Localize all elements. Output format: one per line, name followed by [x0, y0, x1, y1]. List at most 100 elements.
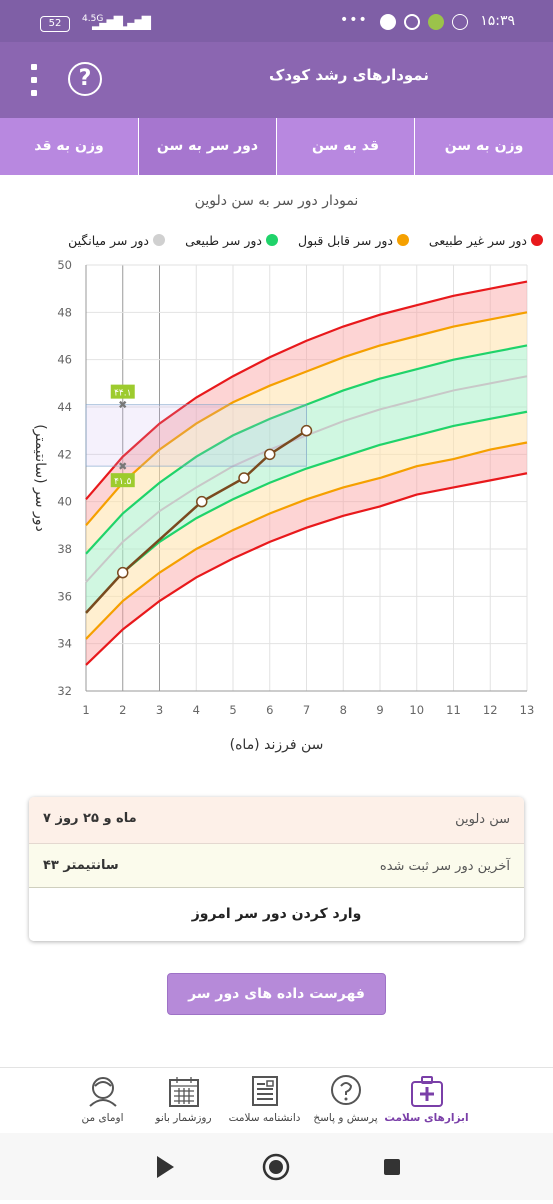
y-tick-label: 36 [57, 589, 72, 603]
app-bar: ? نمودارهای رشد کودک [0, 42, 553, 118]
home-icon[interactable] [262, 1153, 290, 1181]
legend-dot-icon [531, 234, 543, 246]
marker-high-badge [110, 384, 135, 399]
signal-icon-2: ▂▄▆█ [120, 16, 151, 30]
nav-calendar[interactable]: روزشمار بانو [141, 1074, 226, 1134]
x-tick-label: 6 [266, 703, 273, 717]
child-data-point[interactable] [196, 495, 208, 508]
nav-questions[interactable]: پرسش و پاسخ [303, 1074, 388, 1134]
legend-label: دور سر قابل قبول [298, 233, 393, 248]
age-row: سن دلوین ۷ ماه و ۲۵ روز [29, 797, 524, 844]
series-line-orange-upper [85, 311, 528, 527]
recents-icon[interactable] [384, 1159, 400, 1175]
x-tick-label: 5 [229, 703, 236, 717]
info-card: سن دلوین ۷ ماه و ۲۵ روز آخرین دور سر ثبت… [29, 797, 524, 941]
y-tick-label: 38 [57, 542, 72, 556]
question-bubble-icon [330, 1075, 361, 1105]
nav-profile[interactable]: اومای من [60, 1074, 145, 1134]
y-tick-label: 34 [57, 637, 72, 651]
network-type: 4.5G [82, 14, 104, 24]
x-tick-label: 12 [483, 703, 498, 717]
child-data-point[interactable] [300, 424, 313, 437]
tab-weight-for-age[interactable]: وزن به سن [414, 118, 553, 175]
y-tick-label: 44 [57, 400, 72, 414]
x-tick-label: 4 [193, 703, 200, 717]
nav-label: روزشمار بانو [155, 1112, 212, 1124]
health-kit-icon [410, 1076, 443, 1107]
legend-label: دور سر غیر طبیعی [428, 233, 527, 248]
x-axis-label: سن فرزند (ماه) [230, 737, 324, 753]
enter-today-button[interactable]: وارد کردن دور سر امروز [29, 888, 524, 941]
y-tick-label: 48 [57, 305, 72, 319]
series-line-child [85, 429, 308, 614]
calendar-icon [168, 1077, 199, 1107]
nav-label: ابزارهای سلامت [384, 1112, 469, 1124]
legend-item-acceptable[interactable]: دور سر قابل قبول [298, 233, 409, 248]
last-measurement-label: آخرین دور سر ثبت شده [379, 859, 510, 874]
x-tick-label: 2 [119, 703, 126, 717]
x-tick-label: 7 [303, 703, 310, 717]
x-tick-label: 9 [376, 703, 383, 717]
marker-low-x: ✖ [118, 460, 127, 473]
x-tick-label: 11 [446, 703, 461, 717]
age-value: ۷ ماه و ۲۵ روز [43, 811, 137, 826]
back-icon[interactable] [157, 1156, 174, 1178]
legend-item-mean[interactable]: دور سر میانگین [68, 233, 165, 248]
chart-title: نمودار دور سر به سن دلوین [194, 193, 359, 209]
signal-icon: ▂▄▆█ [92, 16, 123, 30]
x-tick-label: 13 [520, 703, 535, 717]
legend-item-normal[interactable]: دور سر طبیعی [185, 233, 278, 248]
app-notification-icon [404, 14, 420, 30]
marker-low-label: ۴۱.۵ [114, 477, 132, 487]
home-icon-center [269, 1160, 283, 1174]
nav-label: اومای من [81, 1112, 124, 1124]
tab-weight-for-height[interactable]: وزن به قد [34, 138, 104, 154]
nav-health-tools[interactable]: ابزارهای سلامت [384, 1074, 469, 1134]
help-icon[interactable]: ? [68, 62, 102, 96]
series-line-green-lower [85, 410, 528, 614]
child-data-point[interactable] [117, 566, 129, 579]
x-tick-label: 10 [409, 703, 424, 717]
series-line-red-upper [85, 280, 528, 501]
page-title: نمودارهای رشد کودک [268, 66, 429, 84]
bottom-nav: ابزارهای سلامت پرسش و پاسخ دانشنامه سلام… [0, 1067, 553, 1133]
mute-icon [452, 14, 468, 30]
leaf-app-icon [428, 14, 444, 30]
legend-dot-icon [153, 234, 165, 246]
marker-low-badge [110, 473, 135, 488]
y-tick-label: 42 [57, 447, 72, 461]
last-measurement-row: آخرین دور سر ثبت شده ۴۳ سانتیمتر [29, 844, 524, 888]
legend-label: دور سر میانگین [68, 233, 149, 248]
status-bar: 52 4.5G ▂▄▆█ ▂▄▆█ ••• ۱۵:۳۹ [0, 0, 553, 42]
head-circumference-chart[interactable]: ✖۴۴.۱✖۴۱.۵1 2 3 4 5 6 7 8 9 10 11 12 133234363840424… [0, 250, 553, 770]
y-tick-label: 40 [57, 495, 72, 509]
band-acceptable-lower [86, 411, 527, 639]
snapchat-icon [380, 14, 396, 30]
chart-tabs: وزن به سن قد به سن دور سر به سن وزن به ق… [0, 118, 553, 175]
child-data-point[interactable] [264, 448, 276, 461]
nav-label: پرسش و پاسخ [313, 1112, 378, 1124]
y-tick-label: 46 [57, 353, 72, 367]
legend-item-abnormal[interactable]: دور سر غیر طبیعی [429, 233, 543, 248]
y-tick-label: 50 [57, 258, 72, 272]
nav-label: دانشنامه سلامت [228, 1112, 301, 1124]
series-line-red-lower [85, 472, 528, 666]
tab-height-for-age[interactable]: قد به سن [276, 118, 414, 175]
series-line-orange-lower [85, 441, 528, 640]
x-tick-label: 1 [82, 703, 89, 717]
data-list-button[interactable]: فهرست داده های دور سر دلوین [167, 973, 386, 1042]
chart-legend: دور سر غیر طبیعی دور سر قابل قبول دور سر… [10, 233, 543, 253]
clock: ۱۵:۳۹ [480, 13, 515, 29]
marker-high-x: ✖ [118, 399, 127, 412]
overflow-menu-icon[interactable] [24, 62, 44, 98]
band-abnormal-lower [86, 442, 527, 665]
marker-high-label: ۴۴.۱ [114, 389, 131, 399]
y-tick-label: 32 [57, 684, 72, 698]
legend-dot-icon [266, 234, 278, 246]
child-data-point[interactable] [238, 472, 250, 484]
band-abnormal-upper [86, 281, 527, 526]
y-axis-label: دور سر (سانتیمتر) [32, 424, 48, 531]
nav-encyclopedia[interactable]: دانشنامه سلامت [222, 1074, 307, 1134]
tab-head-circumference-for-age[interactable]: دور سر به سن [138, 118, 276, 175]
x-tick-label: 8 [340, 703, 347, 717]
